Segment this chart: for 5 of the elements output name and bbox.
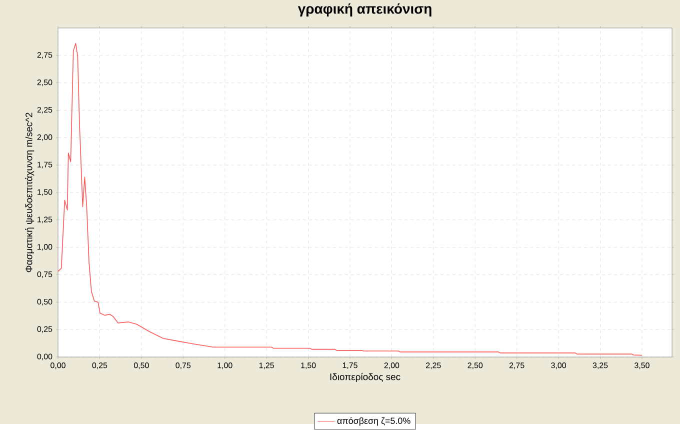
line-series	[58, 43, 642, 356]
legend-label: απόσβεση ζ=5.0%	[337, 417, 410, 426]
y-axis-title: Φασματική ψευδοεπιτάχυνση m/sec^2	[25, 112, 34, 272]
x-axis-title: Ιδιοπερίοδος sec	[330, 373, 400, 382]
chart-title: γραφική απεικόνιση	[298, 4, 432, 17]
